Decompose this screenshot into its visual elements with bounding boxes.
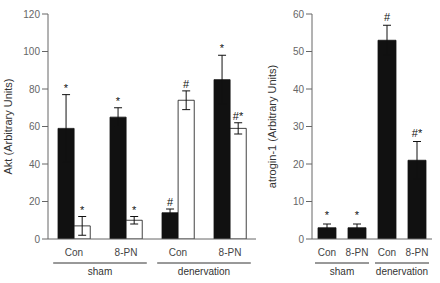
svg-text:20: 20 [293,159,305,170]
svg-text:8-PN: 8-PN [406,247,429,258]
svg-text:40: 40 [29,159,41,170]
svg-text:60: 60 [293,9,305,20]
svg-text:denervation: denervation [178,266,230,277]
svg-text:50: 50 [293,46,305,57]
svg-text:Con: Con [378,247,396,258]
svg-text:8-PN: 8-PN [346,247,369,258]
svg-text:120: 120 [23,9,40,20]
svg-text:Con: Con [318,247,336,258]
svg-text:10: 10 [293,196,305,207]
svg-text:0: 0 [34,234,40,245]
svg-text:0: 0 [298,234,304,245]
svg-text:atrogin-1 (Arbitrary Units): atrogin-1 (Arbitrary Units) [266,65,278,188]
svg-text:sham: sham [330,266,354,277]
svg-text:80: 80 [29,84,41,95]
svg-text:*: * [325,209,330,221]
svg-text:denervation: denervation [376,266,428,277]
svg-text:*: * [80,204,85,216]
svg-text:#: # [167,196,174,208]
svg-text:#*: #* [233,110,244,122]
svg-text:Con: Con [65,247,83,258]
svg-text:*: * [64,82,69,94]
svg-text:*: * [220,42,225,54]
svg-text:30: 30 [293,121,305,132]
svg-text:*: * [355,209,360,221]
svg-text:#: # [384,11,391,23]
svg-text:Akt (Arbitrary Units): Akt (Arbitrary Units) [8,79,14,175]
svg-text:20: 20 [29,196,41,207]
svg-text:60: 60 [29,121,41,132]
svg-text:#*: #* [412,127,423,139]
svg-text:8-PN: 8-PN [115,247,138,258]
svg-text:Con: Con [169,247,187,258]
svg-text:40: 40 [293,84,305,95]
svg-text:100: 100 [23,46,40,57]
svg-text:*: * [132,204,137,216]
svg-text:8-PN: 8-PN [219,247,242,258]
svg-text:sham: sham [88,266,112,277]
svg-text:*: * [116,95,121,107]
svg-text:#: # [183,78,190,90]
